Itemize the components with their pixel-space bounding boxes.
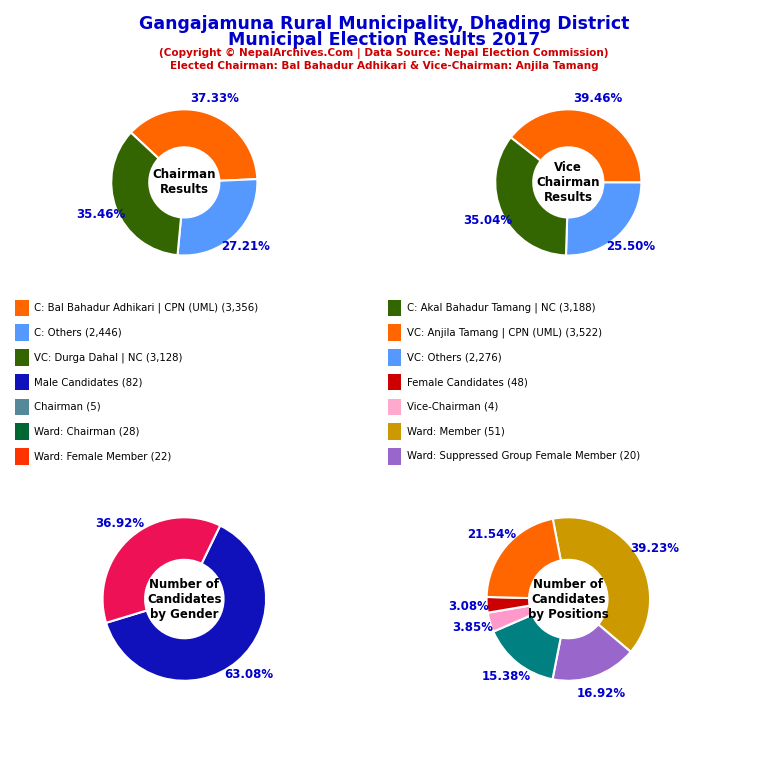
Text: C: Others (2,446): C: Others (2,446) bbox=[34, 327, 122, 338]
Text: Municipal Election Results 2017: Municipal Election Results 2017 bbox=[228, 31, 540, 48]
Bar bbox=[388, 374, 402, 390]
Text: 3.85%: 3.85% bbox=[452, 621, 493, 634]
Wedge shape bbox=[487, 597, 530, 613]
Text: Ward: Member (51): Ward: Member (51) bbox=[406, 426, 505, 437]
Wedge shape bbox=[493, 614, 561, 679]
Bar bbox=[15, 399, 28, 415]
Wedge shape bbox=[488, 606, 532, 631]
Text: 35.46%: 35.46% bbox=[76, 207, 126, 220]
Bar bbox=[15, 300, 28, 316]
Text: VC: Durga Dahal | NC (3,128): VC: Durga Dahal | NC (3,128) bbox=[34, 352, 183, 362]
Text: Gangajamuna Rural Municipality, Dhading District: Gangajamuna Rural Municipality, Dhading … bbox=[139, 15, 629, 33]
Bar bbox=[15, 349, 28, 366]
Wedge shape bbox=[487, 519, 561, 598]
Text: 39.46%: 39.46% bbox=[573, 91, 622, 104]
Text: Chairman
Results: Chairman Results bbox=[153, 168, 216, 197]
Bar bbox=[15, 324, 28, 341]
Wedge shape bbox=[106, 525, 266, 680]
Text: VC: Others (2,276): VC: Others (2,276) bbox=[406, 353, 502, 362]
Bar bbox=[388, 324, 402, 341]
Wedge shape bbox=[131, 109, 257, 180]
Text: (Copyright © NepalArchives.Com | Data Source: Nepal Election Commission): (Copyright © NepalArchives.Com | Data So… bbox=[159, 48, 609, 59]
Text: C: Akal Bahadur Tamang | NC (3,188): C: Akal Bahadur Tamang | NC (3,188) bbox=[406, 303, 595, 313]
Text: Number of
Candidates
by Gender: Number of Candidates by Gender bbox=[147, 578, 222, 621]
Text: Vice-Chairman (4): Vice-Chairman (4) bbox=[406, 402, 498, 412]
Text: 16.92%: 16.92% bbox=[577, 687, 626, 700]
Text: Chairman (5): Chairman (5) bbox=[34, 402, 101, 412]
Wedge shape bbox=[111, 133, 181, 255]
Bar bbox=[388, 423, 402, 440]
Text: 37.33%: 37.33% bbox=[190, 92, 240, 105]
Text: 25.50%: 25.50% bbox=[606, 240, 655, 253]
Text: 3.08%: 3.08% bbox=[449, 600, 489, 613]
Bar bbox=[388, 300, 402, 316]
Text: 27.21%: 27.21% bbox=[221, 240, 270, 253]
Text: 36.92%: 36.92% bbox=[95, 517, 144, 530]
Text: C: Bal Bahadur Adhikari | CPN (UML) (3,356): C: Bal Bahadur Adhikari | CPN (UML) (3,3… bbox=[34, 303, 258, 313]
Text: Ward: Chairman (28): Ward: Chairman (28) bbox=[34, 426, 140, 437]
Wedge shape bbox=[511, 109, 641, 183]
Wedge shape bbox=[553, 518, 650, 652]
Bar bbox=[15, 449, 28, 465]
Bar bbox=[15, 374, 28, 390]
Text: Male Candidates (82): Male Candidates (82) bbox=[34, 377, 143, 387]
Text: Elected Chairman: Bal Bahadur Adhikari & Vice-Chairman: Anjila Tamang: Elected Chairman: Bal Bahadur Adhikari &… bbox=[170, 61, 598, 71]
Bar bbox=[388, 349, 402, 366]
Text: 63.08%: 63.08% bbox=[224, 668, 273, 681]
Bar bbox=[388, 449, 402, 465]
Text: 39.23%: 39.23% bbox=[630, 542, 679, 555]
Text: Number of
Candidates
by Positions: Number of Candidates by Positions bbox=[528, 578, 609, 621]
Wedge shape bbox=[566, 183, 641, 256]
Wedge shape bbox=[177, 179, 257, 256]
Text: 35.04%: 35.04% bbox=[463, 214, 512, 227]
Text: Ward: Female Member (22): Ward: Female Member (22) bbox=[34, 452, 171, 462]
Wedge shape bbox=[495, 137, 568, 256]
Bar bbox=[15, 423, 28, 440]
Bar bbox=[388, 399, 402, 415]
Wedge shape bbox=[552, 624, 631, 680]
Text: Vice
Chairman
Results: Vice Chairman Results bbox=[537, 161, 600, 204]
Text: Ward: Suppressed Group Female Member (20): Ward: Suppressed Group Female Member (20… bbox=[406, 452, 640, 462]
Text: 21.54%: 21.54% bbox=[468, 528, 517, 541]
Text: Female Candidates (48): Female Candidates (48) bbox=[406, 377, 528, 387]
Text: VC: Anjila Tamang | CPN (UML) (3,522): VC: Anjila Tamang | CPN (UML) (3,522) bbox=[406, 327, 601, 338]
Text: 15.38%: 15.38% bbox=[482, 670, 531, 684]
Wedge shape bbox=[103, 518, 220, 623]
